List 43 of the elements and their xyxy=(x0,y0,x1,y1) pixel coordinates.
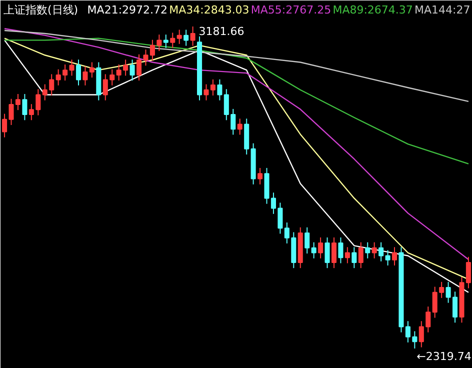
candlestick xyxy=(352,246,357,269)
candlestick xyxy=(163,34,168,49)
candlestick xyxy=(338,236,344,264)
candlestick xyxy=(176,29,182,44)
candlestick xyxy=(22,93,28,121)
candlestick xyxy=(258,167,263,185)
candlestick xyxy=(324,236,330,269)
candlestick xyxy=(378,242,384,262)
text: MA144:27 xyxy=(414,4,470,16)
candlestick xyxy=(392,246,398,266)
text: MA34:2843.03 xyxy=(169,4,250,16)
candlestick xyxy=(56,68,61,86)
text: MA89:2674.37 xyxy=(332,4,413,16)
candlestick xyxy=(15,93,20,111)
candlestick xyxy=(184,29,189,46)
candlestick xyxy=(372,242,377,259)
candlestick xyxy=(82,66,88,86)
candlestick xyxy=(204,84,209,101)
text: MA21:2972.72 xyxy=(87,4,168,16)
candlestick xyxy=(170,32,176,49)
text: MA55:2767.25 xyxy=(250,4,332,16)
chart-title: 上证指数(日线) xyxy=(4,4,78,16)
candlestick xyxy=(344,246,350,264)
candlestick xyxy=(210,78,216,96)
text: ←2319.74 xyxy=(416,350,472,363)
candlestick xyxy=(89,62,94,78)
annotation: 3181.66 xyxy=(198,25,244,38)
candlestick xyxy=(190,26,196,46)
candlestick xyxy=(358,242,364,269)
candlestick xyxy=(62,64,68,82)
candlestick xyxy=(237,118,242,136)
candlestick xyxy=(311,242,316,259)
candlestick xyxy=(318,236,324,259)
candlestick xyxy=(76,59,82,86)
candlestick xyxy=(331,236,337,269)
candlestick xyxy=(304,226,310,254)
candlestick xyxy=(224,88,229,121)
candlestick xyxy=(69,59,74,76)
candlestick xyxy=(230,108,236,136)
candlestick xyxy=(385,250,390,266)
candlestick xyxy=(130,59,135,82)
candlestick xyxy=(217,78,222,101)
candlestick xyxy=(365,242,370,259)
